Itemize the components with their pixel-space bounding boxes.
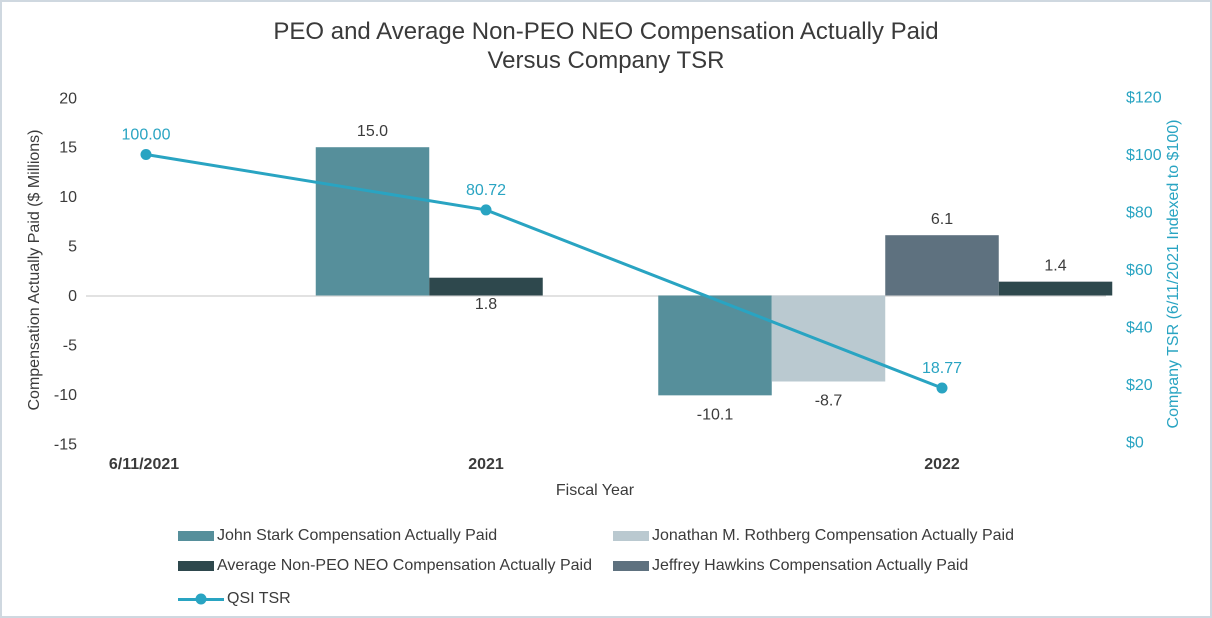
tsr-label-2022: 18.77 xyxy=(922,360,962,377)
y-tick-left-10: 10 xyxy=(59,189,77,206)
left-axis-title: Compensation Actually Paid ($ Millions) xyxy=(26,129,43,410)
y-tick-right-$20: $20 xyxy=(1126,377,1153,394)
tsr-label-2021: 80.72 xyxy=(466,182,506,199)
y-tick-right-$40: $40 xyxy=(1126,320,1153,337)
x-tick-0: 6/11/2021 xyxy=(109,456,179,473)
y-tick-left--10: -10 xyxy=(54,387,77,404)
y-tick-right-$0: $0 xyxy=(1126,435,1144,452)
tsr-point-2022 xyxy=(936,382,948,394)
bar-value-label-avg-non-peo-neo-2022: 1.4 xyxy=(1044,258,1066,275)
y-tick-left-15: 15 xyxy=(59,140,77,157)
y-tick-left-0: 0 xyxy=(68,288,77,305)
bar-value-label-john-stark-2022: -10.1 xyxy=(697,406,734,423)
y-tick-left--15: -15 xyxy=(54,436,77,453)
bar-john-stark-2022 xyxy=(658,295,772,396)
x-tick-2: 2022 xyxy=(924,456,960,473)
y-tick-right-$80: $80 xyxy=(1126,205,1153,222)
chart-title-line1: PEO and Average Non-PEO NEO Compensation… xyxy=(273,18,939,45)
bar-avg-non-peo-neo-2021 xyxy=(429,277,543,296)
chart-title-line2: Versus Company TSR xyxy=(487,47,725,74)
bar-value-label-jonathan-rothberg-2022: -8.7 xyxy=(815,393,843,410)
y-tick-right-$100: $100 xyxy=(1126,147,1162,164)
right-axis-title: Company TSR (6/11/2021 Indexed to $100) xyxy=(1165,120,1182,429)
y-tick-left--5: -5 xyxy=(63,337,77,354)
y-tick-left-20: 20 xyxy=(59,90,77,107)
y-tick-right-$120: $120 xyxy=(1126,90,1162,107)
bar-value-label-jeffrey-hawkins-2022: 6.1 xyxy=(931,211,953,228)
bar-value-label-avg-non-peo-neo-2021: 1.8 xyxy=(475,296,497,313)
bar-john-stark-2021 xyxy=(315,147,430,296)
tsr-label-6/11/2021: 100.00 xyxy=(122,127,171,144)
tsr-point-2021 xyxy=(480,204,492,216)
y-tick-right-$60: $60 xyxy=(1126,262,1153,279)
tsr-point-6/11/2021 xyxy=(140,149,152,160)
x-tick-1: 2021 xyxy=(468,456,504,473)
y-tick-left-5: 5 xyxy=(68,239,77,256)
chart-title: PEO and Average Non-PEO NEO Compensation… xyxy=(2,17,1210,75)
bar-jonathan-rothberg-2022 xyxy=(771,295,886,382)
bar-jeffrey-hawkins-2022 xyxy=(885,235,999,296)
chart-plot: 20 15 10 5 0 -5 -10 -15 $120 $100 $80 $60 $40 $20 $0 15… xyxy=(54,90,1162,454)
x-axis-title: Fiscal Year xyxy=(556,482,635,499)
bar-value-label-john-stark-2021: 15.0 xyxy=(357,123,388,140)
bar-avg-non-peo-neo-2022 xyxy=(998,281,1113,296)
